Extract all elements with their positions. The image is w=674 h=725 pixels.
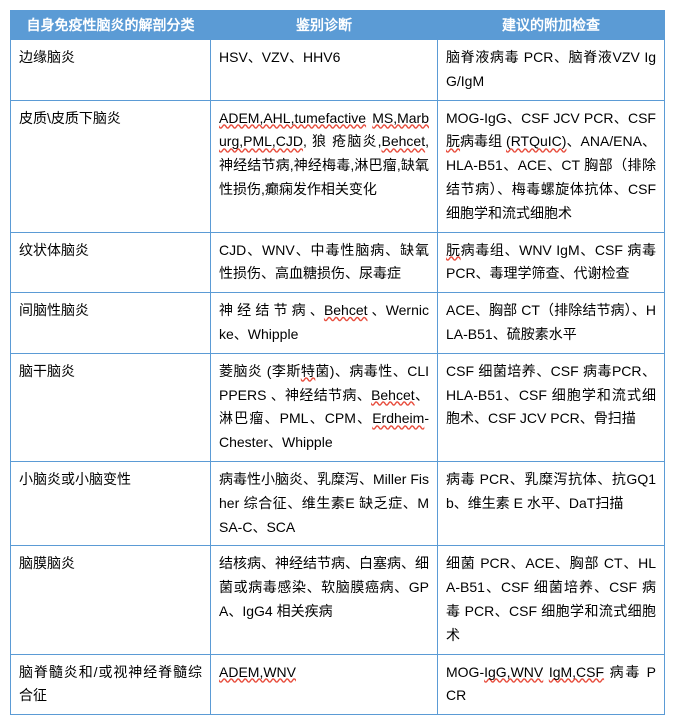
encephalitis-classification-table: 自身免疫性脑炎的解剖分类 鉴别诊断 建议的附加检查 边缘脑炎HSV、VZV、HH…	[10, 10, 665, 715]
table-header: 自身免疫性脑炎的解剖分类 鉴别诊断 建议的附加检查	[11, 11, 665, 40]
cell-tests: MOG-IgG、CSF JCV PCR、CSF 朊病毒组 (RTQuIC)、AN…	[438, 100, 665, 232]
cell-tests: CSF 细菌培养、CSF 病毒PCR、HLA-B51、CSF 细胞学和流式细胞术…	[438, 353, 665, 461]
table-row: 间脑性脑炎神 经 结 节 病 、Behcet 、Wernicke、Whipple…	[11, 293, 665, 354]
cell-anatomy: 间脑性脑炎	[11, 293, 211, 354]
table-row: 小脑炎或小脑变性病毒性小脑炎、乳糜泻、Miller Fisher 综合征、维生素…	[11, 461, 665, 545]
cell-diagnosis: 菱脑炎 (李斯特菌)、病毒性、CLIPPERS 、神经结节病、Behcet、淋巴…	[211, 353, 438, 461]
cell-anatomy: 脑干脑炎	[11, 353, 211, 461]
table-row: 边缘脑炎HSV、VZV、HHV6脑脊液病毒 PCR、脑脊液VZV IgG/IgM	[11, 40, 665, 101]
col-header-diagnosis: 鉴别诊断	[211, 11, 438, 40]
table-row: 皮质\皮质下脑炎ADEM,AHL,tumefactive MS,Marburg,…	[11, 100, 665, 232]
table-row: 纹状体脑炎CJD、WNV、中毒性脑病、缺氧性损伤、高血糖损伤、尿毒症朊病毒组、W…	[11, 232, 665, 293]
col-header-tests: 建议的附加检查	[438, 11, 665, 40]
cell-diagnosis: ADEM,WNV	[211, 654, 438, 715]
table-row: 脑膜脑炎结核病、神经结节病、白塞病、细菌或病毒感染、软脑膜癌病、GPA、IgG4…	[11, 546, 665, 654]
cell-anatomy: 脑膜脑炎	[11, 546, 211, 654]
cell-tests: 朊病毒组、WNV IgM、CSF 病毒 PCR、毒理学筛查、代谢检查	[438, 232, 665, 293]
cell-anatomy: 纹状体脑炎	[11, 232, 211, 293]
cell-diagnosis: CJD、WNV、中毒性脑病、缺氧性损伤、高血糖损伤、尿毒症	[211, 232, 438, 293]
cell-tests: 细菌 PCR、ACE、胸部 CT、HLA-B51、CSF 细菌培养、CSF 病毒…	[438, 546, 665, 654]
cell-diagnosis: ADEM,AHL,tumefactive MS,Marburg,PML,CJD,…	[211, 100, 438, 232]
cell-tests: 病毒 PCR、乳糜泻抗体、抗GQ1b、维生素 E 水平、DaT扫描	[438, 461, 665, 545]
table-body: 边缘脑炎HSV、VZV、HHV6脑脊液病毒 PCR、脑脊液VZV IgG/IgM…	[11, 40, 665, 715]
cell-anatomy: 边缘脑炎	[11, 40, 211, 101]
cell-tests: ACE、胸部 CT（排除结节病）、HLA-B51、硫胺素水平	[438, 293, 665, 354]
cell-anatomy: 皮质\皮质下脑炎	[11, 100, 211, 232]
cell-tests: 脑脊液病毒 PCR、脑脊液VZV IgG/IgM	[438, 40, 665, 101]
col-header-anatomy: 自身免疫性脑炎的解剖分类	[11, 11, 211, 40]
table-row: 脑脊髓炎和/或视神经脊髓综合征ADEM,WNVMOG-IgG,WNV IgM,C…	[11, 654, 665, 715]
cell-diagnosis: 神 经 结 节 病 、Behcet 、Wernicke、Whipple	[211, 293, 438, 354]
cell-diagnosis: 病毒性小脑炎、乳糜泻、Miller Fisher 综合征、维生素E 缺乏症、MS…	[211, 461, 438, 545]
cell-diagnosis: 结核病、神经结节病、白塞病、细菌或病毒感染、软脑膜癌病、GPA、IgG4 相关疾…	[211, 546, 438, 654]
cell-anatomy: 脑脊髓炎和/或视神经脊髓综合征	[11, 654, 211, 715]
table-row: 脑干脑炎菱脑炎 (李斯特菌)、病毒性、CLIPPERS 、神经结节病、Behce…	[11, 353, 665, 461]
cell-tests: MOG-IgG,WNV IgM,CSF 病毒 PCR	[438, 654, 665, 715]
cell-anatomy: 小脑炎或小脑变性	[11, 461, 211, 545]
cell-diagnosis: HSV、VZV、HHV6	[211, 40, 438, 101]
